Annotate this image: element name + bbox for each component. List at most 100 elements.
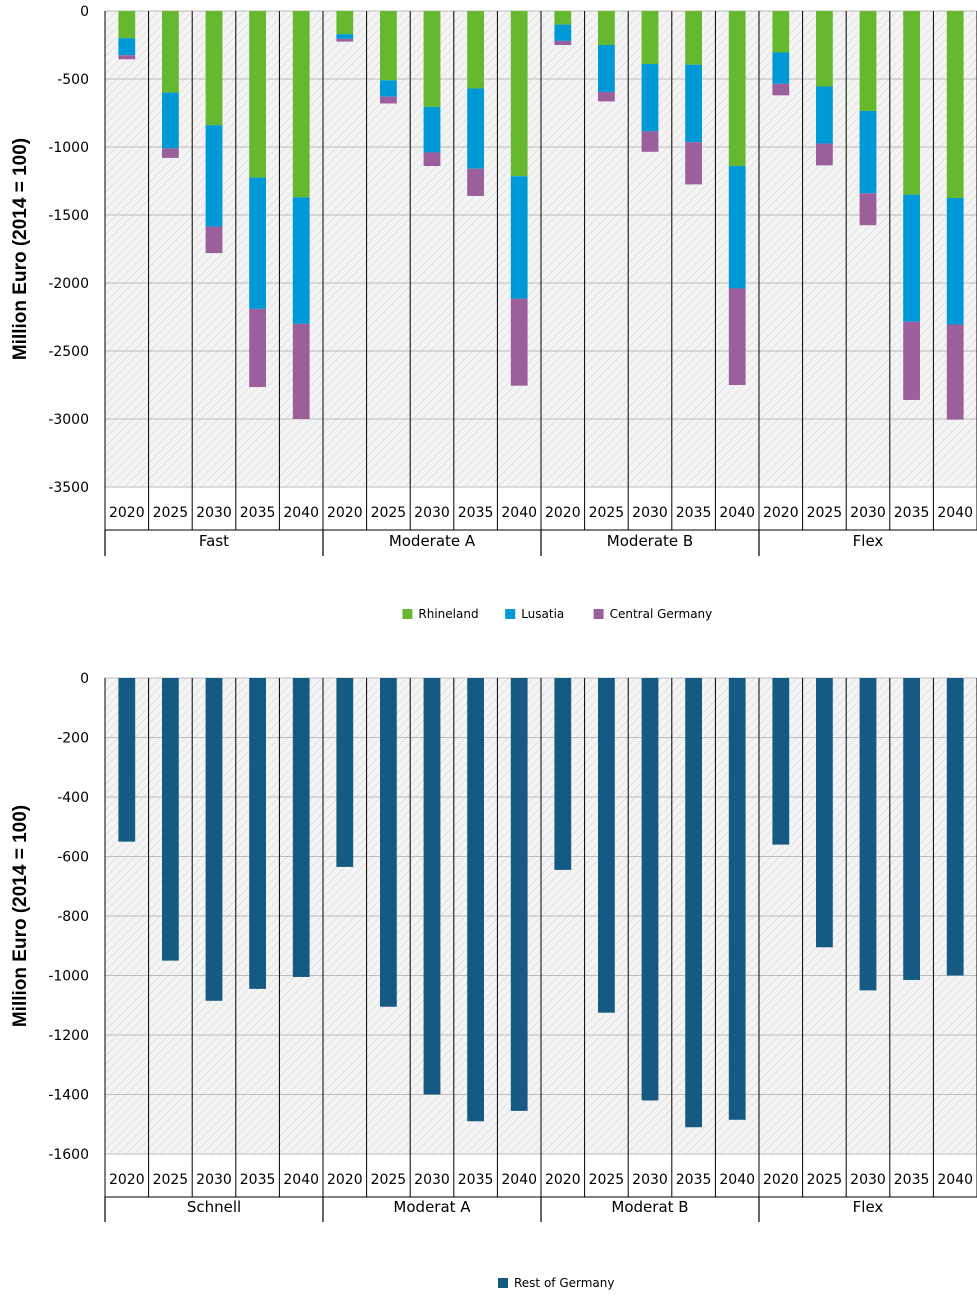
y-tick-label: 0 xyxy=(80,671,89,687)
bar-central-germany-moderate-a-2040 xyxy=(510,298,528,386)
bar-rest-of-germany-moderat-a-2040 xyxy=(510,678,528,1111)
bar-central-germany-flex-2040 xyxy=(946,324,964,420)
x-tick-label: 2030 xyxy=(850,505,886,521)
x-tick-label: 2020 xyxy=(545,505,581,521)
bar-lusatia-moderate-b-2040 xyxy=(728,166,746,289)
x-tick-label: 2035 xyxy=(458,505,494,521)
bar-lusatia-fast-2040 xyxy=(292,197,310,324)
x-tick-label: 2020 xyxy=(327,1172,363,1188)
bar-rhineland-moderate-b-2035 xyxy=(685,11,702,65)
bar-rhineland-moderate-b-2040 xyxy=(728,11,746,167)
bar-central-germany-moderate-b-2035 xyxy=(685,142,702,185)
bar-rest-of-germany-moderat-b-2040 xyxy=(728,678,746,1120)
y-axis-label: Million Euro (2014 = 100) xyxy=(10,138,31,360)
bar-central-germany-flex-2035 xyxy=(903,321,920,400)
y-tick-label: -1600 xyxy=(48,1147,89,1163)
x-tick-label: 2035 xyxy=(240,1172,276,1188)
x-tick-label: 2020 xyxy=(109,1172,145,1188)
bar-central-germany-fast-2040 xyxy=(292,323,310,419)
x-tick-label: 2030 xyxy=(414,505,450,521)
x-tick-label: 2025 xyxy=(153,505,189,521)
legend-swatch-central-germany xyxy=(593,609,604,619)
bar-central-germany-flex-2030 xyxy=(859,193,877,226)
bar-lusatia-moderate-a-2040 xyxy=(510,176,528,299)
bar-lusatia-moderate-a-2035 xyxy=(467,88,484,169)
x-tick-label: 2025 xyxy=(153,1172,189,1188)
y-tick-label: -1000 xyxy=(48,140,89,156)
x-tick-label: 2040 xyxy=(283,505,319,521)
bar-rhineland-fast-2035 xyxy=(249,11,266,178)
bar-lusatia-flex-2025 xyxy=(816,86,833,144)
bottom-bar-chart: 0 -200 -400 -600 -800 -1000 -1200 -1400 -1600 Mil… xyxy=(0,660,977,1293)
x-tick-label: 2040 xyxy=(937,505,973,521)
x-tick-label: 2025 xyxy=(371,505,407,521)
bar-rest-of-germany-moderat-b-2030 xyxy=(641,678,659,1101)
bar-central-germany-moderate-a-2025 xyxy=(380,96,397,104)
bar-lusatia-fast-2025 xyxy=(162,92,179,149)
bar-central-germany-moderate-b-2025 xyxy=(598,91,615,102)
bar-rest-of-germany-schnell-2040 xyxy=(292,678,310,977)
legend-swatch-lusatia xyxy=(505,609,516,619)
bar-rest-of-germany-moderat-b-2035 xyxy=(685,678,702,1128)
bar-lusatia-moderate-b-2030 xyxy=(641,64,659,132)
bar-rest-of-germany-flex-2035 xyxy=(903,678,920,980)
x-tick-label: 2030 xyxy=(196,505,232,521)
bar-lusatia-fast-2020 xyxy=(118,38,136,56)
x-tick-label: 2025 xyxy=(589,505,625,521)
x-tick-label: 2035 xyxy=(240,505,276,521)
y-tick-label: -1000 xyxy=(48,969,89,985)
bar-rest-of-germany-moderat-a-2020 xyxy=(336,678,354,867)
bar-rest-of-germany-flex-2020 xyxy=(772,678,790,845)
bar-lusatia-moderate-a-2020 xyxy=(336,34,354,39)
x-tick-label: 2030 xyxy=(414,1172,450,1188)
bar-rhineland-fast-2020 xyxy=(118,11,136,39)
legend-label-lusatia: Lusatia xyxy=(521,607,564,621)
group-label: Flex xyxy=(853,1198,884,1216)
bar-rest-of-germany-moderat-a-2025 xyxy=(380,678,397,1007)
y-tick-label: 0 xyxy=(80,4,89,20)
x-tick-label: 2030 xyxy=(632,1172,668,1188)
bar-rest-of-germany-flex-2040 xyxy=(946,678,964,976)
bar-rest-of-germany-schnell-2025 xyxy=(162,678,179,961)
bar-rhineland-moderate-b-2020 xyxy=(554,11,572,25)
bar-central-germany-moderate-a-2020 xyxy=(336,38,354,42)
group-label: Moderat B xyxy=(611,1198,688,1216)
bar-rest-of-germany-schnell-2035 xyxy=(249,678,266,989)
bar-central-germany-moderate-b-2020 xyxy=(554,40,572,45)
x-tick-label: 2030 xyxy=(850,1172,886,1188)
bar-rhineland-moderate-a-2020 xyxy=(336,11,354,35)
bar-rest-of-germany-moderat-a-2035 xyxy=(467,678,484,1122)
bar-central-germany-flex-2025 xyxy=(816,143,833,166)
x-tick-label: 2025 xyxy=(589,1172,625,1188)
legend-label-central-germany: Central Germany xyxy=(610,607,713,621)
bar-lusatia-flex-2040 xyxy=(946,198,964,325)
bar-rhineland-moderate-a-2030 xyxy=(423,11,441,107)
x-tick-label: 2020 xyxy=(327,505,363,521)
x-tick-label: 2040 xyxy=(501,505,537,521)
bar-rhineland-fast-2030 xyxy=(205,11,223,126)
x-tick-label: 2035 xyxy=(676,505,712,521)
bar-lusatia-moderate-a-2025 xyxy=(380,80,397,97)
x-tick-label: 2040 xyxy=(283,1172,319,1188)
y-tick-label: -800 xyxy=(57,909,89,925)
y-tick-label: -500 xyxy=(57,72,89,88)
bar-rhineland-flex-2025 xyxy=(816,11,833,87)
top-chart-svg: 0 -500 -1000 -1500 -2000 -2500 -3000 -3500 Milli… xyxy=(10,4,977,621)
bar-rhineland-moderate-b-2025 xyxy=(598,11,615,45)
x-tick-label: 2025 xyxy=(807,1172,843,1188)
bar-central-germany-moderate-a-2035 xyxy=(467,168,484,196)
x-tick-label: 2035 xyxy=(894,1172,930,1188)
bar-central-germany-fast-2020 xyxy=(118,55,136,60)
bar-rhineland-flex-2035 xyxy=(903,11,920,195)
bar-rhineland-flex-2020 xyxy=(772,11,790,53)
y-tick-label: -200 xyxy=(57,731,89,747)
x-tick-label: 2020 xyxy=(109,505,145,521)
x-tick-label: 2040 xyxy=(501,1172,537,1188)
y-tick-label: -1400 xyxy=(48,1088,89,1104)
y-tick-label: -3000 xyxy=(48,412,89,428)
bar-rhineland-moderate-a-2025 xyxy=(380,11,397,81)
x-tick-label: 2035 xyxy=(458,1172,494,1188)
y-tick-label: -400 xyxy=(57,790,89,806)
bar-rhineland-fast-2040 xyxy=(292,11,310,198)
bar-central-germany-fast-2035 xyxy=(249,308,266,388)
